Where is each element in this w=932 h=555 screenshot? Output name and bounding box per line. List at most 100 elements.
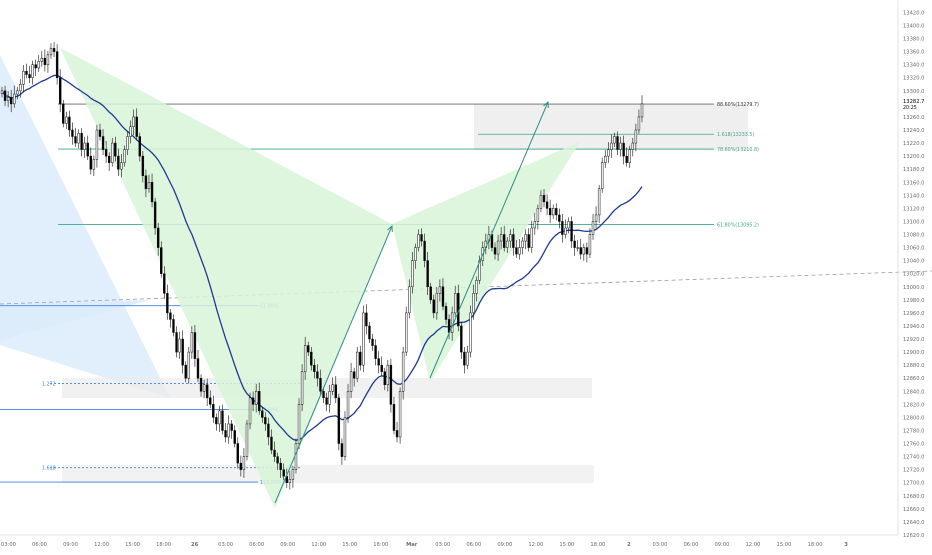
candle-body [34, 64, 37, 69]
candle-body [573, 240, 576, 248]
price-tick-label: 13420.0 [903, 10, 924, 16]
time-tick-label: 3 [844, 542, 848, 548]
candle-body [83, 142, 86, 150]
candle-body [349, 371, 353, 392]
candle-body [261, 410, 264, 418]
candle-body [524, 234, 527, 242]
candle-body [92, 159, 96, 170]
candle-body [356, 351, 359, 379]
price-tick-label: 12820.0 [903, 402, 924, 408]
candle-body [132, 116, 135, 127]
candle-body [588, 234, 592, 255]
candle-body [561, 221, 564, 235]
candle-body [3, 90, 7, 101]
price-tick-label: 13040.0 [903, 259, 924, 265]
time-tick-label: 03:00 [652, 542, 667, 548]
price-tick-label: 13220.0 [903, 141, 924, 147]
candle-body [224, 430, 227, 438]
price-tick-label: 12700.0 [903, 481, 924, 487]
time-tick-label: 03:00 [1, 542, 16, 548]
candle-body [441, 286, 445, 307]
candle-body [169, 312, 172, 320]
price-tick-label: 13200.0 [903, 154, 924, 160]
candle-body [594, 214, 598, 222]
candle-body [199, 377, 203, 392]
candle-body [111, 142, 114, 163]
candle-body [89, 155, 93, 170]
time-tick-label: 2 [627, 542, 631, 548]
candle-body [493, 247, 497, 255]
candle-body [13, 93, 16, 105]
candle-body [408, 286, 411, 314]
candle-body [270, 436, 273, 451]
candle-body [576, 247, 579, 249]
candle-body [31, 64, 34, 78]
candle-body [322, 391, 325, 399]
candle-body [600, 162, 604, 190]
price-tick-label: 12720.0 [903, 468, 924, 474]
candle-body [472, 293, 475, 314]
price-tick-label: 12980.0 [903, 298, 924, 304]
candle-body [46, 54, 50, 65]
time-tick-label: 06:00 [32, 542, 47, 548]
candle-body [205, 384, 209, 399]
candle-body [120, 162, 123, 170]
candle-body [181, 338, 184, 366]
candle-body [239, 462, 243, 470]
candle-body [548, 208, 552, 216]
price-tick-label: 12800.0 [903, 415, 924, 421]
candle-body [640, 103, 644, 118]
fib-level-label: 61.80%(13095.2) [717, 223, 759, 229]
price-tick-label: 13300.0 [903, 89, 924, 95]
candle-body [454, 293, 457, 314]
candle-body [104, 149, 108, 157]
candle-body [570, 221, 573, 242]
candle-body [40, 57, 44, 62]
candle-body [233, 430, 236, 444]
fib-level-label: 78.60%(13210.8) [717, 147, 759, 153]
candle-body [386, 364, 390, 385]
candle-body [144, 175, 148, 190]
candle-body [475, 279, 478, 294]
candle-body [187, 351, 190, 379]
candle-body [25, 70, 28, 75]
candle-body [22, 70, 25, 85]
candle-body [43, 57, 47, 65]
candle-body [383, 371, 386, 385]
candle-body [196, 358, 200, 379]
candle-body [184, 364, 187, 379]
candle-body [153, 201, 157, 229]
candle-body [438, 286, 442, 294]
candle-body [74, 136, 77, 144]
price-tick-label: 12680.0 [903, 494, 924, 500]
candle-body [126, 136, 129, 150]
candle-body [365, 312, 368, 327]
candle-body [359, 351, 362, 366]
candle-body [521, 240, 524, 248]
candle-body [166, 293, 169, 314]
candle-body [625, 155, 628, 163]
price-tick-label: 12840.0 [903, 389, 924, 395]
time-tick-label: 12:00 [311, 542, 326, 548]
candle-body [509, 234, 512, 242]
candle-body [101, 136, 105, 150]
candle-body [417, 234, 420, 248]
candle-body [395, 430, 399, 438]
candle-body [380, 364, 383, 372]
candle-body [273, 449, 276, 457]
support-zone [62, 378, 592, 398]
candle-body [405, 312, 408, 353]
price-tick-label: 13140.0 [903, 193, 924, 199]
candle-body [435, 293, 439, 314]
price-tick-label: 12760.0 [903, 442, 924, 448]
projection-arrow [429, 101, 549, 379]
candle-body [337, 397, 341, 444]
candle-body [545, 201, 549, 209]
candle-body [267, 423, 270, 438]
candle-body [114, 142, 117, 157]
candle-body [331, 384, 334, 392]
price-tick-label: 13340.0 [903, 63, 924, 69]
candle-body [634, 129, 638, 144]
